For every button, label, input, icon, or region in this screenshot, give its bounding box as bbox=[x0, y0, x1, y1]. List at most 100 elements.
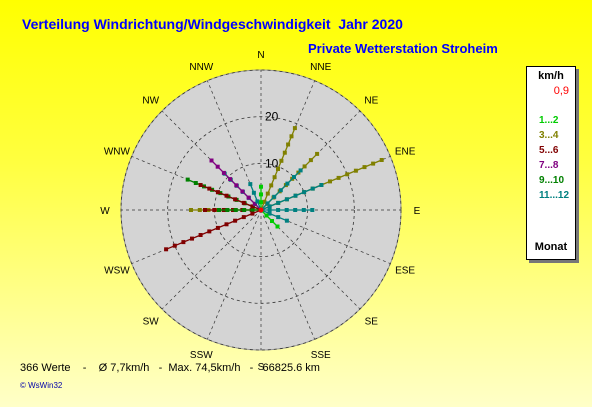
wind-data-point bbox=[275, 224, 280, 229]
wind-data-point bbox=[284, 208, 289, 212]
wind-data-point bbox=[328, 179, 332, 184]
grid-spoke-ssw bbox=[207, 209, 262, 340]
wind-data-point bbox=[270, 219, 274, 223]
grid-spoke-nne bbox=[260, 80, 315, 211]
wind-data-point bbox=[240, 189, 245, 194]
direction-label-e: E bbox=[414, 206, 421, 217]
wind-data-point bbox=[228, 177, 233, 182]
wind-data-point bbox=[293, 193, 298, 198]
wind-data-point bbox=[215, 190, 220, 195]
wind-data-point bbox=[250, 208, 255, 212]
wind-data-point bbox=[172, 243, 177, 248]
wind-data-point bbox=[265, 191, 270, 196]
station-name: Private Wetterstation Stroheim bbox=[308, 41, 498, 56]
wind-data-point bbox=[315, 151, 320, 156]
wind-data-point bbox=[298, 168, 303, 173]
wind-data-point bbox=[301, 208, 306, 212]
wind-data-point bbox=[259, 192, 263, 197]
direction-label-ese: ESE bbox=[395, 266, 415, 277]
wind-data-point bbox=[371, 161, 376, 166]
wind-data-point bbox=[293, 208, 298, 212]
wind-data-point bbox=[181, 240, 186, 245]
wind-data-point bbox=[353, 168, 358, 173]
wind-data-point bbox=[241, 215, 246, 220]
wind-data-point bbox=[252, 201, 257, 206]
wind-data-point bbox=[267, 211, 272, 216]
direction-label-ene: ENE bbox=[395, 146, 416, 157]
wind-data-point bbox=[379, 158, 384, 162]
wind-data-point bbox=[207, 229, 212, 234]
grid-spoke-se bbox=[260, 209, 361, 310]
wind-data-point bbox=[265, 201, 270, 206]
wind-data-point bbox=[189, 208, 193, 212]
wind-data-point bbox=[225, 208, 230, 212]
wind-data-point bbox=[282, 150, 287, 155]
chart-title: Verteilung Windrichtung/Windgeschwindigk… bbox=[22, 16, 403, 32]
wind-data-point bbox=[207, 186, 212, 191]
wind-data-point bbox=[284, 197, 289, 202]
legend-item-3-4: 3...4 bbox=[539, 130, 559, 141]
wind-data-point bbox=[289, 134, 294, 139]
direction-label-ne: NE bbox=[364, 96, 378, 107]
grid-spoke-nw bbox=[161, 110, 262, 211]
grid-spoke-wnw bbox=[131, 156, 262, 211]
direction-label-sw: SW bbox=[143, 316, 160, 327]
grid-spoke-wsw bbox=[131, 209, 262, 264]
direction-label-wnw: WNW bbox=[104, 146, 131, 157]
wind-data-point bbox=[302, 190, 307, 195]
wind-data-point bbox=[278, 188, 283, 193]
wind-data-point bbox=[197, 208, 202, 212]
legend-calm-value: 0,9 bbox=[553, 85, 569, 97]
stats-line: 366 Werte - Ø 7,7km/h - Max. 74,5km/h - … bbox=[20, 362, 320, 374]
wind-data-point bbox=[212, 208, 217, 212]
wind-data-point bbox=[164, 247, 169, 252]
wind-ray-ese bbox=[260, 209, 288, 222]
wind-data-point bbox=[292, 175, 296, 179]
radial-tick-label: 10 bbox=[265, 156, 279, 170]
legend-item-5-6: 5...6 bbox=[539, 145, 559, 156]
direction-label-nne: NNE bbox=[310, 62, 331, 73]
wind-data-point bbox=[234, 183, 239, 188]
direction-label-se: SE bbox=[365, 316, 379, 327]
wind-data-point bbox=[279, 158, 284, 163]
wind-data-point bbox=[193, 181, 198, 185]
legend-item-7-8: 7...8 bbox=[539, 160, 559, 171]
wind-data-point bbox=[310, 186, 315, 191]
wind-data-point bbox=[272, 194, 277, 199]
wind-ray-nnw bbox=[249, 183, 262, 211]
wind-data-point bbox=[221, 170, 226, 175]
wind-data-point bbox=[203, 208, 207, 212]
wind-data-point bbox=[215, 225, 220, 230]
wind-data-point bbox=[242, 208, 247, 212]
wind-data-point bbox=[215, 164, 220, 169]
grid-spoke-sw bbox=[161, 209, 262, 310]
wind-data-point bbox=[310, 208, 315, 212]
wind-data-point bbox=[336, 175, 341, 180]
wind-data-point bbox=[259, 200, 263, 205]
wind-data-point bbox=[248, 182, 253, 187]
wind-data-point bbox=[185, 177, 190, 182]
wind-data-point bbox=[241, 200, 246, 205]
wind-data-point bbox=[267, 204, 272, 209]
wind-data-point bbox=[233, 208, 238, 212]
direction-label-sse: SSE bbox=[311, 350, 331, 361]
direction-label-nnw: NNW bbox=[189, 62, 213, 73]
legend-footer: Monat bbox=[534, 241, 568, 253]
wind-data-point bbox=[276, 208, 281, 212]
wind-data-point bbox=[345, 172, 350, 177]
wind-data-point bbox=[276, 215, 281, 220]
wind-data-point bbox=[250, 204, 255, 209]
wind-data-point bbox=[264, 213, 269, 218]
wind-data-point bbox=[259, 184, 263, 189]
wind-data-point bbox=[272, 175, 277, 180]
legend-box: km/h 0,9 1...2 3...4 5...6 7...8 9...10 … bbox=[526, 66, 576, 260]
software-credit: © WsWin32 bbox=[20, 381, 63, 390]
wind-data-point bbox=[250, 211, 255, 216]
wind-data-point bbox=[286, 142, 291, 147]
wind-data-point bbox=[224, 222, 229, 227]
legend-unit: km/h bbox=[538, 70, 564, 82]
rose-center bbox=[258, 207, 264, 213]
wind-data-point bbox=[276, 167, 280, 171]
wind-data-point bbox=[198, 233, 203, 237]
